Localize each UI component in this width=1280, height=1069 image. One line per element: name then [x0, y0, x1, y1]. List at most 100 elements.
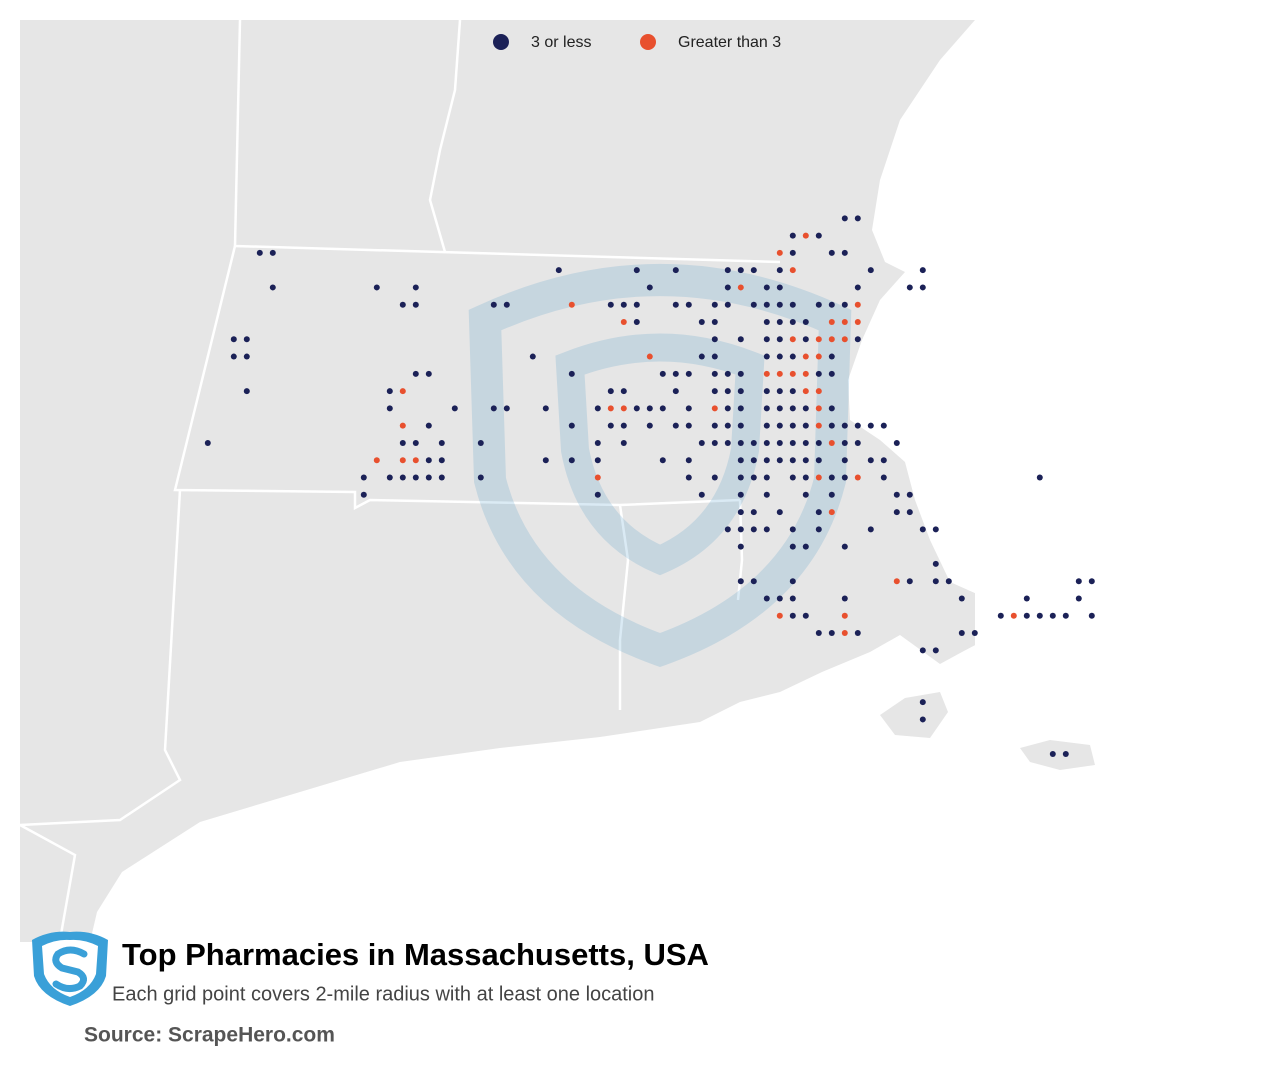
grid-point: [763, 319, 770, 325]
border: [19, 489, 182, 827]
grid-point: [711, 370, 718, 377]
grid-point: [841, 422, 848, 429]
grid-point: [620, 422, 627, 429]
grid-point: [919, 526, 926, 533]
grid-point: [633, 319, 640, 325]
grid-point: [802, 319, 809, 325]
grid-point: [815, 509, 822, 516]
grid-point: [490, 405, 497, 412]
grid-point: [802, 474, 809, 481]
grid-point: [724, 439, 731, 446]
grid-point: [412, 301, 419, 308]
grid-point: [789, 319, 796, 325]
grid-point: [412, 284, 419, 291]
grid-point: [841, 612, 848, 619]
grid-point: [737, 474, 744, 481]
grid-point: [776, 267, 783, 274]
grid-point: [724, 388, 731, 395]
grid-point: [399, 474, 406, 481]
legend-marker: [493, 34, 509, 50]
grid-point: [906, 284, 913, 291]
long-island: [100, 728, 740, 940]
grid-point: [763, 526, 770, 533]
grid-point: [815, 526, 822, 533]
grid-point: [763, 336, 770, 343]
grid-point: [776, 509, 783, 516]
grid-point: [854, 301, 861, 308]
grid-point: [737, 267, 744, 274]
grid-point: [1088, 578, 1095, 585]
grid-point: [646, 353, 653, 360]
grid-point: [360, 474, 367, 481]
grid-point: [672, 422, 679, 429]
grid-point: [763, 491, 770, 498]
grid-point: [542, 405, 549, 412]
grid-point: [789, 301, 796, 308]
grid-point: [828, 630, 835, 637]
grid-point: [815, 232, 822, 239]
grid-point: [789, 336, 796, 343]
grid-point: [841, 474, 848, 481]
grid-point: [737, 336, 744, 343]
grid-point: [1075, 578, 1082, 585]
grid-point: [607, 301, 614, 308]
grid-point: [750, 439, 757, 446]
grid-point: [737, 543, 744, 550]
grid-point: [893, 439, 900, 446]
grid-point: [737, 405, 744, 412]
grid-point: [893, 491, 900, 498]
grid-point: [672, 267, 679, 274]
grid-point: [815, 457, 822, 464]
grid-point: [646, 422, 653, 429]
grid-point: [763, 457, 770, 464]
grid-point: [776, 319, 783, 325]
grid-point: [425, 422, 432, 429]
grid-point: [802, 612, 809, 619]
grid-point: [594, 474, 601, 481]
grid-point: [802, 405, 809, 412]
grid-point: [763, 405, 770, 412]
grid-point: [711, 422, 718, 429]
grid-point: [880, 474, 887, 481]
grid-point: [620, 301, 627, 308]
state-borders: [19, 19, 781, 941]
grid-point: [919, 716, 926, 723]
grid-point: [828, 474, 835, 481]
grid-point: [685, 457, 692, 464]
grid-point: [867, 267, 874, 274]
grid-point: [711, 353, 718, 360]
grid-point: [399, 301, 406, 308]
grid-point: [607, 422, 614, 429]
grid-point: [828, 509, 835, 516]
grid-point: [945, 578, 952, 585]
grid-point: [750, 474, 757, 481]
grid-point: [828, 319, 835, 325]
grid-point: [373, 457, 380, 464]
grid-point: [841, 215, 848, 222]
grid-point: [763, 595, 770, 602]
grid-point: [724, 301, 731, 308]
grid-point: [841, 439, 848, 446]
grid-point: [711, 439, 718, 446]
grid-point: [750, 457, 757, 464]
grid-point: [594, 405, 601, 412]
grid-point: [386, 388, 393, 395]
grid-point: [594, 439, 601, 446]
grid-point: [867, 526, 874, 533]
grid-point: [919, 699, 926, 706]
grid-point: [828, 370, 835, 377]
grid-point: [724, 370, 731, 377]
grid-point: [1036, 612, 1043, 619]
source: Source: ScrapeHero.com: [84, 1024, 335, 1047]
grid-point: [828, 301, 835, 308]
grid-point: [776, 353, 783, 360]
grid-point: [672, 301, 679, 308]
grid-point: [854, 439, 861, 446]
grid-point: [568, 370, 575, 377]
grid-point: [737, 370, 744, 377]
grid-point: [698, 319, 705, 325]
grid-point: [711, 405, 718, 412]
grid-point: [815, 422, 822, 429]
grid-point: [594, 457, 601, 464]
grid-point: [776, 457, 783, 464]
